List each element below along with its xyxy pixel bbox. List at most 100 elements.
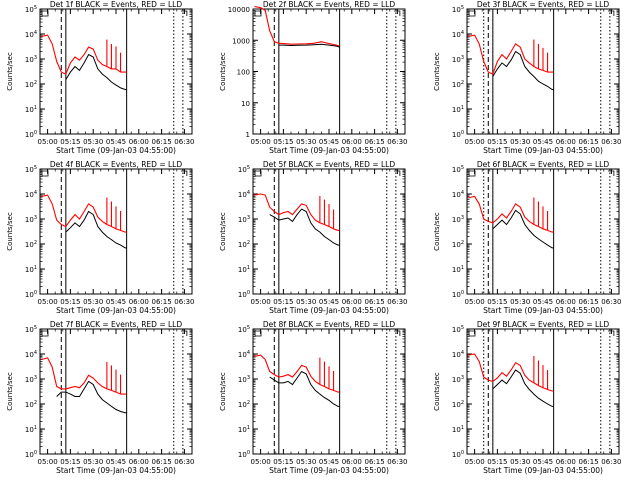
panel-title: Det 8f BLACK = Events, RED = LLD bbox=[263, 320, 396, 329]
y-tick-label: 10 bbox=[241, 100, 250, 108]
y-axis-label: Counts/sec bbox=[6, 372, 14, 411]
y-tick-label: 102 bbox=[238, 240, 250, 249]
x-tick-label: 06:30 bbox=[174, 298, 194, 306]
x-tick-label: 06:30 bbox=[601, 298, 621, 306]
series-lld bbox=[468, 34, 554, 75]
corner-mark bbox=[41, 10, 49, 17]
x-tick-label: 06:00 bbox=[342, 458, 362, 466]
y-tick-label: 100 bbox=[452, 290, 464, 299]
x-tick-label: 06:30 bbox=[601, 138, 621, 146]
x-tick-label: 05:30 bbox=[510, 138, 530, 146]
x-tick-label: 06:30 bbox=[387, 458, 407, 466]
x-axis-label: Start Time (09-Jan-03 04:55:00) bbox=[56, 146, 176, 155]
x-tick-label: 05:00 bbox=[465, 138, 485, 146]
x-tick-label: 06:15 bbox=[365, 298, 385, 306]
corner-mark bbox=[393, 10, 401, 16]
y-tick-label: 100 bbox=[25, 290, 37, 299]
x-tick-label: 06:15 bbox=[579, 138, 599, 146]
corner-mark bbox=[41, 170, 49, 177]
x-tick-label: 05:45 bbox=[533, 298, 553, 306]
x-tick-label: 05:15 bbox=[60, 298, 80, 306]
y-tick-label: 103 bbox=[25, 375, 37, 384]
y-tick-label: 103 bbox=[452, 215, 464, 224]
y-tick-label: 103 bbox=[25, 55, 37, 64]
y-tick-label: 100 bbox=[452, 130, 464, 139]
y-axis-label: Counts/sec bbox=[219, 52, 227, 91]
y-tick-label: 105 bbox=[238, 325, 250, 334]
corner-mark bbox=[180, 170, 188, 176]
x-tick-label: 05:45 bbox=[319, 298, 339, 306]
x-tick-label: 05:30 bbox=[510, 458, 530, 466]
y-tick-label: 104 bbox=[238, 350, 250, 359]
x-tick-label: 06:30 bbox=[174, 138, 194, 146]
x-tick-label: 05:00 bbox=[251, 458, 271, 466]
x-tick-label: 06:15 bbox=[579, 298, 599, 306]
axes-frame bbox=[39, 8, 193, 135]
x-axis-label: Start Time (09-Jan-03 04:55:00) bbox=[483, 306, 603, 315]
x-tick-label: 06:15 bbox=[365, 458, 385, 466]
x-tick-label: 05:30 bbox=[83, 458, 103, 466]
x-tick-label: 06:30 bbox=[174, 458, 194, 466]
y-tick-label: 105 bbox=[25, 325, 37, 334]
y-tick-label: 102 bbox=[25, 240, 37, 249]
y-tick-label: 1 bbox=[246, 131, 250, 139]
series-events bbox=[492, 209, 554, 249]
panel-title: Det 5f BLACK = Events, RED = LLD bbox=[263, 160, 396, 169]
y-tick-label: 103 bbox=[452, 55, 464, 64]
y-tick-label: 103 bbox=[452, 375, 464, 384]
y-tick-label: 105 bbox=[452, 5, 464, 14]
panel-title: Det 7f BLACK = Events, RED = LLD bbox=[50, 320, 183, 329]
axes-frame bbox=[466, 168, 620, 295]
panel-title: Det 2f BLACK = Events, RED = LLD bbox=[263, 0, 396, 9]
y-axis-label: Counts/sec bbox=[433, 52, 441, 91]
panel-title: Det 3f BLACK = Events, RED = LLD bbox=[477, 0, 610, 9]
corner-mark bbox=[180, 330, 188, 336]
y-tick-label: 104 bbox=[25, 190, 37, 199]
x-tick-label: 05:30 bbox=[296, 458, 316, 466]
y-tick-label: 101 bbox=[452, 425, 464, 434]
x-tick-label: 05:45 bbox=[106, 458, 126, 466]
y-tick-label: 101 bbox=[452, 105, 464, 114]
x-tick-label: 05:45 bbox=[533, 138, 553, 146]
series-lld bbox=[41, 34, 127, 75]
corner-mark bbox=[468, 170, 476, 177]
x-tick-label: 05:15 bbox=[273, 298, 293, 306]
series-events bbox=[65, 210, 127, 249]
x-tick-label: 05:15 bbox=[487, 138, 507, 146]
axes-frame bbox=[466, 8, 620, 135]
series-events bbox=[278, 43, 340, 48]
y-axis-label: Counts/sec bbox=[6, 52, 14, 91]
series-events bbox=[65, 53, 127, 90]
series-events bbox=[56, 380, 127, 414]
x-tick-label: 05:15 bbox=[273, 458, 293, 466]
corner-mark bbox=[254, 330, 262, 337]
corner-mark bbox=[254, 170, 262, 177]
corner-mark bbox=[607, 170, 615, 176]
x-tick-label: 05:00 bbox=[38, 138, 58, 146]
x-tick-label: 05:00 bbox=[38, 298, 58, 306]
y-tick-label: 102 bbox=[25, 400, 37, 409]
series-lld bbox=[254, 354, 340, 393]
corner-mark bbox=[607, 330, 615, 336]
y-tick-label: 101 bbox=[238, 265, 250, 274]
axes-frame bbox=[39, 168, 193, 295]
panel-2: 1 10 100 1000 10000 05:00 05:15 05:30 05:45 06:00… bbox=[219, 0, 407, 155]
x-tick-label: 05:45 bbox=[106, 138, 126, 146]
axes-frame bbox=[252, 328, 406, 455]
series-lld bbox=[41, 357, 127, 395]
x-axis-label: Start Time (09-Jan-03 04:55:00) bbox=[269, 306, 389, 315]
x-tick-label: 05:45 bbox=[319, 138, 339, 146]
corner-mark bbox=[393, 330, 401, 336]
x-tick-label: 05:00 bbox=[465, 298, 485, 306]
x-tick-label: 06:15 bbox=[579, 458, 599, 466]
y-tick-label: 102 bbox=[25, 80, 37, 89]
x-tick-label: 05:15 bbox=[60, 138, 80, 146]
x-tick-label: 05:45 bbox=[533, 458, 553, 466]
y-axis-label: Counts/sec bbox=[219, 372, 227, 411]
y-tick-label: 102 bbox=[452, 80, 464, 89]
